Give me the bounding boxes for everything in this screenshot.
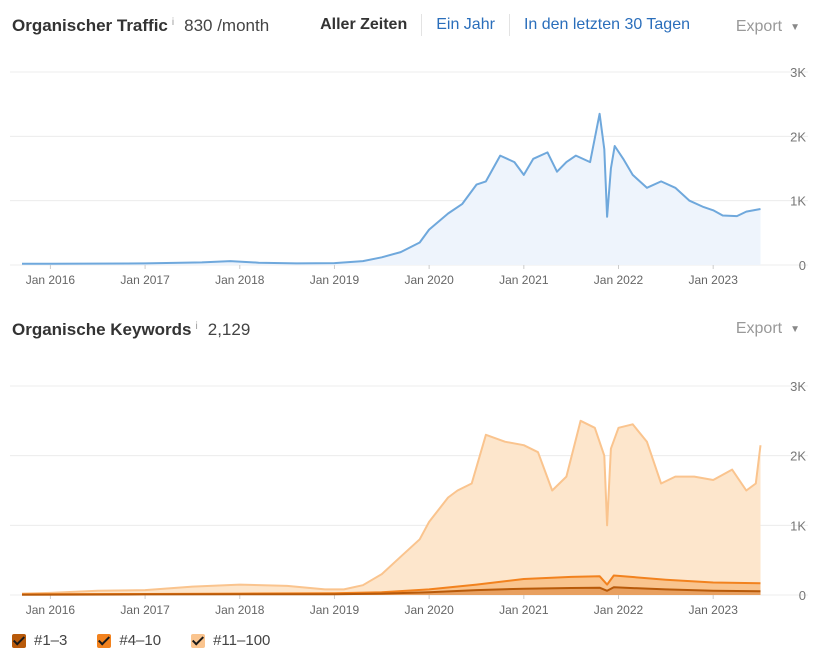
series-line-0 (21, 419, 762, 595)
traffic-export-button[interactable]: Export ▼ (736, 18, 800, 36)
keywords-metric: 2,129 (207, 320, 251, 339)
keywords-info-icon[interactable]: i (195, 320, 198, 332)
traffic-title: Organischer Traffic (12, 16, 168, 35)
traffic-header: Organischer Traffic i 830 /month (12, 12, 269, 40)
chevron-down-icon: ▼ (790, 323, 800, 335)
keywords-export-label: Export (735, 320, 783, 337)
keywords-title: Organische Keywords (12, 320, 192, 339)
traffic-info-icon[interactable]: i (171, 16, 175, 28)
series-line-2 (21, 586, 761, 596)
y-tick-label: 2K (790, 449, 806, 464)
legend-label: #11–100 (213, 632, 271, 649)
y-tick-label: 2K (790, 129, 806, 144)
range-all-time[interactable]: Aller Zeiten (320, 16, 408, 33)
y-tick-label: 1K (790, 518, 806, 533)
range-divider (421, 14, 423, 36)
range-one-year[interactable]: Ein Jahr (436, 16, 495, 33)
y-tick-label: 3K (790, 65, 806, 80)
x-tick-label: Jan 2017 (120, 273, 170, 287)
y-tick-label: 3K (790, 379, 806, 394)
series-line-0 (22, 112, 761, 265)
x-tick-label: Jan 2018 (215, 273, 265, 287)
traffic-export-label: Export (735, 18, 783, 35)
traffic-chart: 3K 2K 1K 0 Jan 2016 Jan 2017 Jan 2018 Jan 2019 J… (10, 65, 808, 287)
legend-label: #1–3 (34, 632, 68, 649)
keywords-chart: 3K 2K 1K 0 Jan 2016 Jan 2017 Jan 2018 Jan 2019 J… (10, 379, 808, 617)
chevron-down-icon: ▼ (790, 21, 800, 33)
x-tick-label: Jan 2022 (594, 273, 644, 287)
x-tick-label: Jan 2016 (26, 273, 76, 287)
series-area-0 (22, 420, 761, 595)
range-selector: Aller Zeiten Ein Jahr In den letzten 30 … (306, 14, 704, 36)
range-last-30-days[interactable]: In den letzten 30 Tagen (523, 16, 690, 33)
legend-item-top-100[interactable]: #11–100 (191, 632, 270, 649)
checkbox-icon[interactable] (191, 633, 206, 648)
legend-item-top-3[interactable]: #1–3 (12, 632, 67, 649)
range-divider (508, 14, 510, 36)
x-tick-label: Jan 2021 (499, 273, 549, 287)
x-tick-label: Jan 2016 (26, 603, 76, 617)
x-tick-label: Jan 2023 (688, 273, 738, 287)
legend-label: #4–10 (119, 632, 162, 649)
series-area-0 (22, 113, 761, 265)
series-area-2 (22, 587, 761, 595)
x-tick-label: Jan 2018 (215, 603, 265, 617)
x-tick-label: Jan 2019 (310, 603, 360, 617)
y-tick-label: 1K (790, 194, 806, 209)
keywords-legend: #1–3 #4–10 #11–100 (12, 632, 300, 649)
keywords-export-button[interactable]: Export ▼ (736, 320, 800, 338)
y-tick-label: 0 (799, 588, 806, 603)
x-tick-label: Jan 2019 (310, 273, 360, 287)
x-tick-label: Jan 2023 (688, 603, 738, 617)
x-tick-label: Jan 2022 (594, 603, 644, 617)
x-tick-label: Jan 2020 (404, 273, 454, 287)
keywords-header: Organische Keywords i 2,129 (12, 316, 250, 344)
checkbox-icon[interactable] (97, 633, 112, 648)
legend-item-top-10[interactable]: #4–10 (97, 632, 161, 649)
x-tick-label: Jan 2020 (404, 603, 454, 617)
x-tick-label: Jan 2021 (499, 603, 549, 617)
checkbox-icon[interactable] (12, 633, 26, 648)
traffic-metric: 830 /month (184, 16, 270, 35)
x-tick-label: Jan 2017 (120, 603, 170, 617)
y-tick-label: 0 (799, 258, 806, 273)
